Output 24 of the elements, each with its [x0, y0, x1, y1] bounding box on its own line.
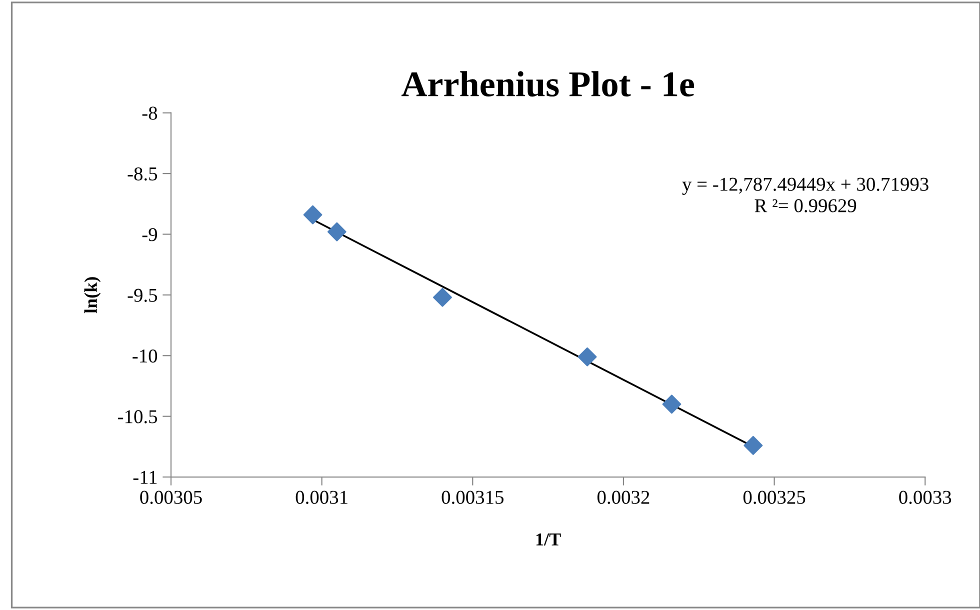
x-tick-label: 0.0031	[296, 490, 348, 504]
point	[303, 205, 322, 224]
y-tick-label: -8	[142, 106, 158, 120]
annotation: y = -12,787.49449x + 30.71993	[682, 178, 928, 195]
x-tick-label: 0.0033	[899, 490, 952, 504]
point	[433, 288, 452, 307]
point	[327, 222, 346, 242]
point	[662, 394, 682, 414]
y-tick-label: -10.5	[118, 410, 158, 424]
y-tick-label: -9	[142, 228, 158, 242]
x-tick-label: 0.00315	[442, 490, 504, 504]
y-tick-label: -9.5	[128, 288, 158, 302]
x-tick-label: 0.00305	[140, 490, 202, 504]
point	[578, 347, 597, 366]
point	[744, 436, 763, 455]
y-tick-label: -8.5	[128, 167, 158, 181]
chart-title: Arrhenius Plot - 1e	[401, 71, 694, 97]
annotation: R ²= 0.99629	[754, 199, 856, 212]
y-tick-label: -10	[132, 349, 158, 363]
y-axis-title: ln(k)	[84, 277, 101, 314]
x-tick-label: 0.00325	[743, 490, 806, 504]
x-tick-label: 0.0032	[597, 490, 650, 504]
y-tick-label: -11	[133, 470, 157, 484]
x-axis-title: 1/T	[536, 533, 561, 546]
